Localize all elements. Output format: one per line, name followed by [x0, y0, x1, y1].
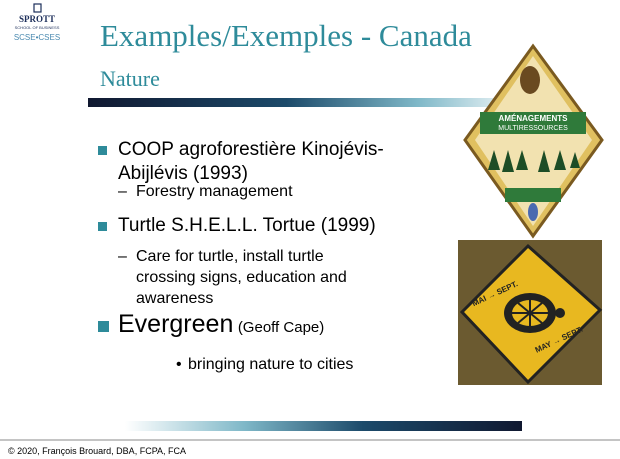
sub-bullet-text: Care for turtle, install turtle crossing… [136, 246, 376, 309]
sign-text: MULTIRESSOURCES [498, 125, 568, 132]
logo: SPROTT SCHOOL OF BUSINESS SCSE•CSES [14, 4, 60, 42]
sub-dot: • [176, 354, 182, 375]
logo-text: SCHOOL OF BUSINESS [15, 25, 60, 30]
bullet-note: (Geoff Cape) [238, 319, 324, 336]
sub-bullet-text: bringing nature to cities [188, 354, 353, 375]
logo-text: SCSE•CSES [14, 33, 60, 42]
bullet-text: COOP agroforestière Kinojévis-Abijlévis … [118, 138, 448, 186]
sign-text: AMÉNAGEMENTS [499, 114, 569, 123]
subtitle: Nature [100, 66, 160, 92]
sub-dash: – [118, 246, 127, 267]
bullet-text: Turtle S.H.E.L.L. Tortue (1999) [118, 214, 458, 238]
footer: © 2020, François Brouard, DBA, FCPA, FCA [8, 446, 186, 456]
forest-sign: AMÉNAGEMENTS MULTIRESSOURCES [465, 46, 602, 236]
footer-bar [125, 421, 522, 431]
turtle-sign: MAI → SEPT. MAY → SEPT. [458, 240, 602, 385]
header-bar [88, 98, 528, 107]
slide: SPROTT SCHOOL OF BUSINESS SCSE•CSES AMÉN… [0, 0, 620, 459]
bullet-text: Evergreen [118, 310, 233, 338]
sub-bullet-text: Forestry management [136, 181, 436, 202]
sub-dash: – [118, 181, 127, 202]
bullet-icon [98, 321, 109, 332]
bullet-line: Evergreen (Geoff Cape) [118, 310, 324, 339]
bullet-icon [98, 146, 107, 155]
bullet-icon [98, 222, 107, 231]
logo-text: SPROTT [19, 14, 55, 24]
title: Examples/Exemples - Canada [100, 18, 472, 54]
